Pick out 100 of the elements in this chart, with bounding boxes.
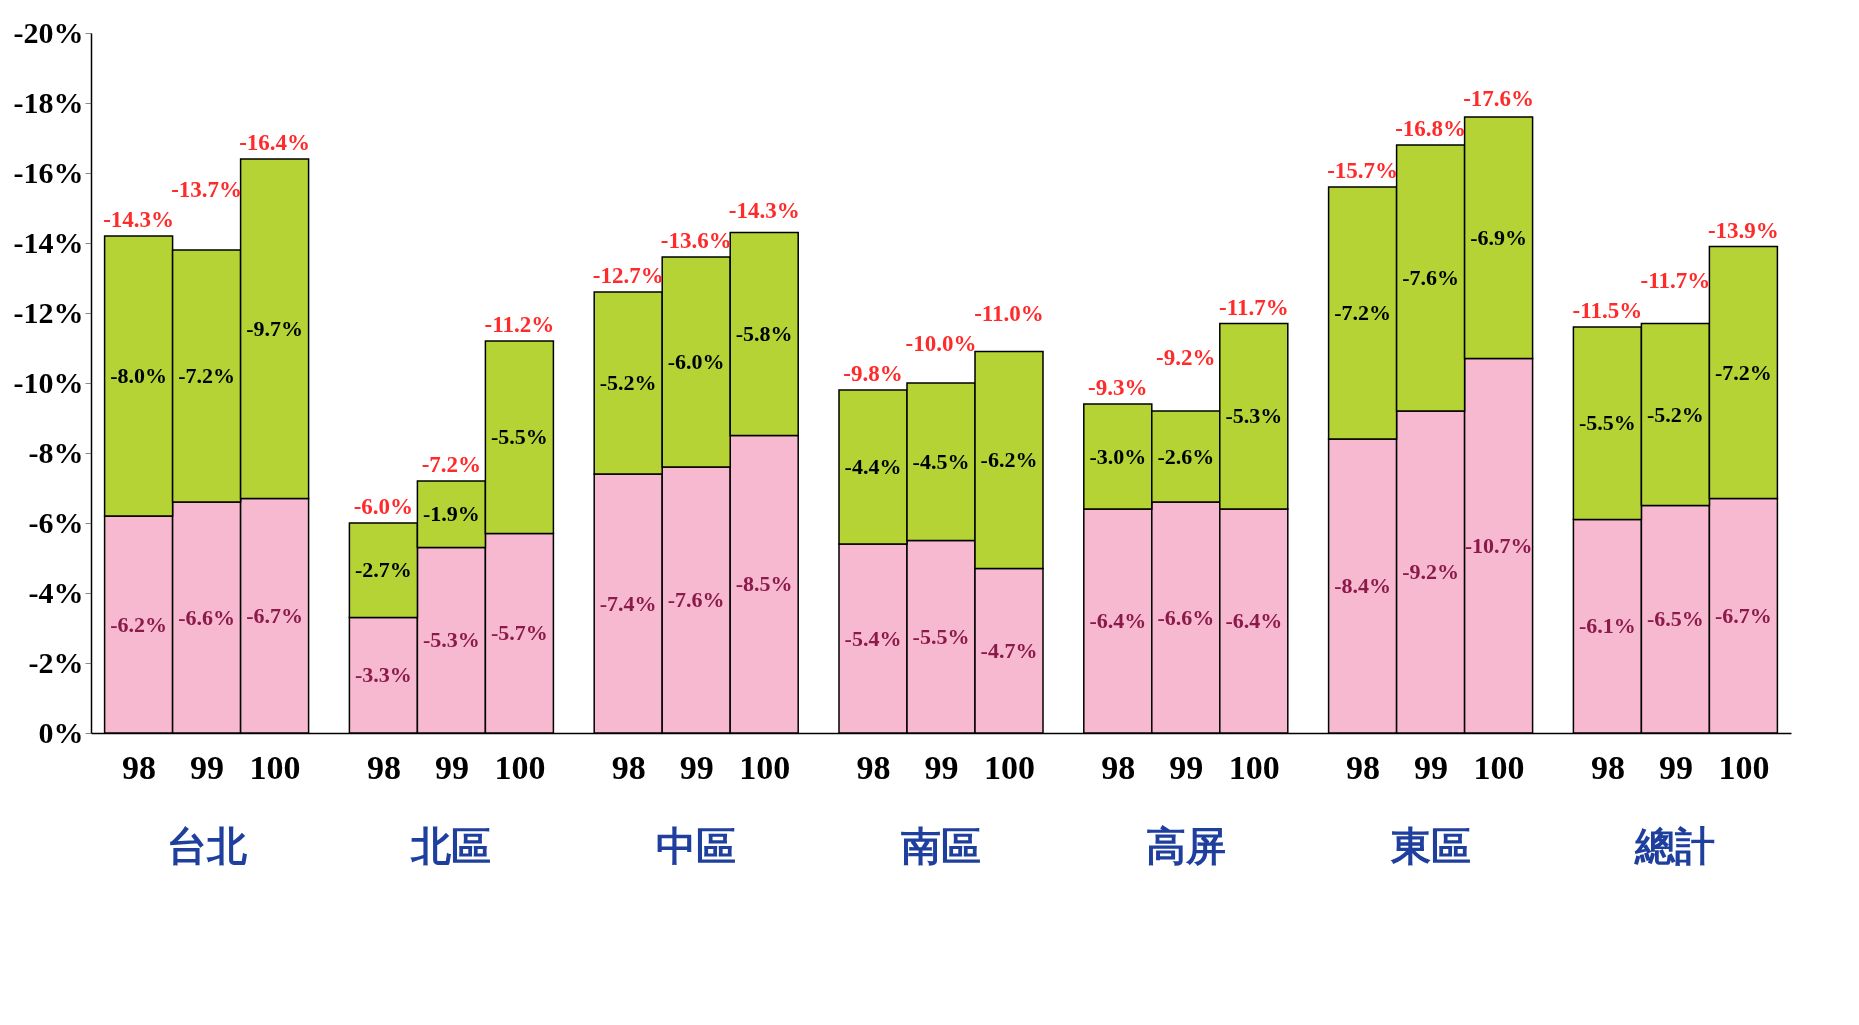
total-label: -11.2% [484, 312, 555, 337]
total-label: -14.3% [103, 207, 175, 232]
data-label: -6.4% [1225, 608, 1283, 633]
data-label: -3.0% [1089, 443, 1147, 469]
y-tick-label: -18% [13, 85, 84, 119]
data-label: -8.5% [735, 571, 793, 597]
y-tick-label: -4% [28, 575, 84, 609]
data-label: -1.9% [422, 501, 480, 527]
x-tick-label: 100 [494, 748, 546, 786]
y-tick-label: -20% [13, 15, 84, 49]
x-tick-label: 98 [1346, 748, 1381, 786]
text: 中區 [656, 823, 737, 869]
x-tick-label: 100 [739, 748, 791, 786]
x-tick-label: 99 [1414, 748, 1449, 786]
data-label: -6.5% [1646, 606, 1704, 632]
data-label: -5.5% [1578, 410, 1636, 436]
x-tick-label: 100 [984, 748, 1035, 786]
y-tick-label: -16% [13, 155, 84, 189]
y-tick-label: -2% [28, 645, 84, 679]
total-label: -11.7% [1218, 294, 1289, 320]
total-label: -7.2% [421, 452, 482, 477]
x-tick-label: 99 [190, 748, 225, 786]
total-label: -16.8% [1395, 116, 1467, 141]
data-label: -5.7% [490, 620, 548, 646]
x-tick-label: 99 [679, 748, 714, 786]
data-label: -7.6% [1402, 265, 1460, 290]
data-label: -6.4% [1089, 608, 1147, 633]
data-label: -9.2% [1402, 559, 1460, 584]
data-label: -6.1% [1578, 613, 1636, 639]
total-label: -11.7% [1640, 268, 1711, 293]
data-label: -8.0% [110, 363, 168, 388]
x-tick-label: 98 [1101, 748, 1136, 786]
data-label: -5.3% [422, 627, 480, 653]
text: 南區 [901, 823, 981, 869]
x-tick-label: 98 [1590, 748, 1625, 786]
y-tick-label: -8% [28, 435, 84, 469]
text: 總計 [1634, 823, 1716, 869]
data-label: -4.7% [980, 637, 1038, 663]
total-label: -16.4% [239, 130, 311, 155]
data-label: -6.7% [1714, 602, 1772, 628]
text: 台北 [166, 823, 248, 869]
data-label: -9.7% [246, 315, 304, 341]
total-label: -15.7% [1327, 158, 1399, 183]
total-label: -14.3% [728, 198, 800, 223]
x-tick-label: 99 [1169, 748, 1204, 786]
total-label: -9.2% [1156, 345, 1216, 370]
x-tick-label: 100 [1228, 748, 1280, 786]
y-tick-label: -12% [13, 295, 84, 329]
data-label: -2.7% [354, 557, 412, 583]
data-label: -5.4% [844, 625, 902, 651]
data-label: -5.5% [912, 623, 970, 649]
data-label: -6.2% [110, 611, 168, 637]
text: 北區 [410, 823, 492, 869]
x-tick-label: 98 [611, 748, 646, 786]
data-label: -6.0% [667, 349, 725, 374]
data-label: -7.6% [667, 587, 725, 612]
data-label: -6.2% [980, 447, 1038, 472]
data-label: -5.5% [490, 424, 548, 450]
x-tick-label: 99 [434, 748, 469, 786]
x-tick-label: 100 [1718, 748, 1770, 786]
y-tick-label: -6% [28, 505, 84, 539]
data-label: -7.2% [1334, 300, 1392, 325]
data-label: -6.9% [1470, 224, 1528, 250]
data-label: -7.2% [178, 363, 236, 388]
y-tick-label: -10% [13, 365, 84, 399]
data-label: -6.7% [246, 602, 304, 628]
x-tick-label: 100 [249, 748, 301, 786]
data-label: -4.5% [912, 448, 970, 474]
x-tick-label: 98 [856, 748, 891, 786]
x-tick-label: 98 [366, 748, 401, 786]
y-tick-label: -14% [13, 225, 84, 259]
total-label: -9.3% [1088, 375, 1148, 400]
data-label: -2.6% [1157, 443, 1215, 469]
data-label: -10.7% [1464, 532, 1533, 558]
data-label: -4.4% [844, 454, 902, 479]
data-label: -3.3% [354, 662, 412, 688]
data-label: -7.4% [599, 590, 657, 616]
total-label: -17.6% [1463, 86, 1535, 111]
x-tick-label: 100 [1473, 748, 1525, 786]
total-label: -6.0% [353, 494, 414, 519]
total-label: -13.7% [171, 177, 243, 202]
data-label: -7.2% [1714, 359, 1772, 385]
text: 高屏 [1145, 823, 1226, 869]
data-label: -6.6% [1157, 604, 1215, 630]
total-label: -13.9% [1707, 217, 1779, 243]
data-label: -5.3% [1225, 403, 1283, 429]
data-label: -8.4% [1334, 573, 1392, 598]
x-tick-label: 98 [122, 748, 157, 786]
total-label: -10.0% [905, 331, 977, 356]
text: 東區 [1389, 823, 1471, 869]
data-label: -5.2% [599, 370, 657, 395]
total-label: -9.8% [843, 361, 903, 386]
y-tick-label: 0% [38, 715, 84, 749]
data-label: -5.8% [735, 321, 793, 346]
x-tick-label: 99 [1658, 748, 1693, 786]
total-label: -11.5% [1572, 298, 1643, 323]
data-label: -5.2% [1646, 401, 1704, 427]
x-tick-label: 99 [924, 748, 959, 786]
data-label: -6.6% [178, 604, 236, 630]
total-label: -11.0% [974, 301, 1044, 326]
